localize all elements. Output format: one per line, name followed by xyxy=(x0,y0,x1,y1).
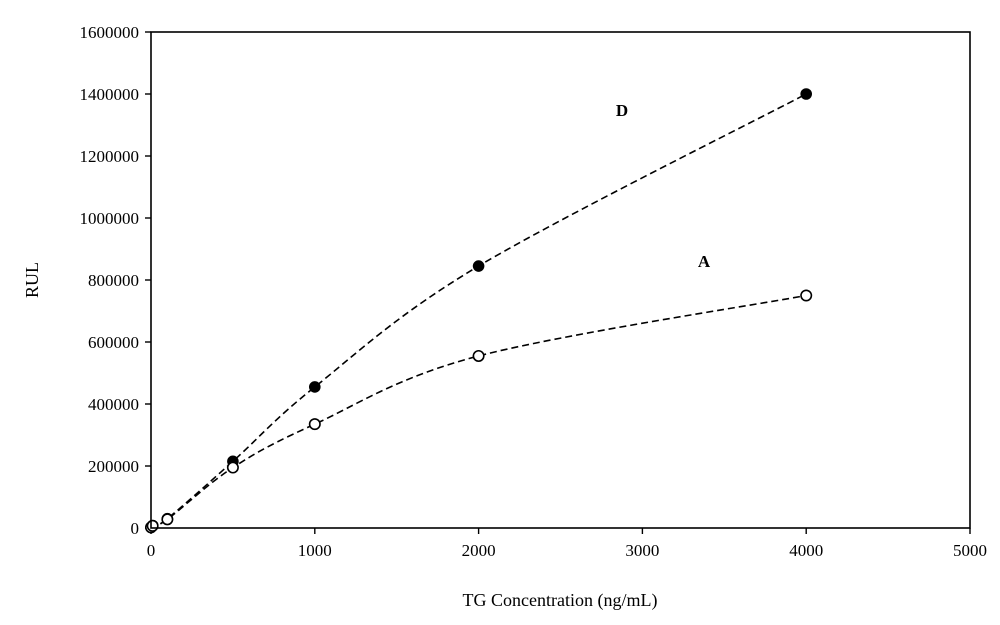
series-d-point xyxy=(308,381,321,393)
x-tick-label: 1000 xyxy=(298,541,332,560)
y-tick-label: 200000 xyxy=(88,457,139,476)
annotation-d: D xyxy=(616,101,628,120)
y-tick-label: 600000 xyxy=(88,333,139,352)
marker-layer xyxy=(145,88,813,534)
y-tick-label: 1000000 xyxy=(80,209,140,228)
y-axis-ticks: 0 200000 400000 600000 800000 1000000 1200000 1… xyxy=(80,23,151,538)
y-tick-label: 800000 xyxy=(88,271,139,290)
x-tick-label: 2000 xyxy=(462,541,496,560)
y-tick-label: 400000 xyxy=(88,395,139,414)
y-axis-label: RUL xyxy=(22,262,42,298)
series-a-line xyxy=(150,294,807,529)
y-tick-label: 1600000 xyxy=(80,23,140,42)
x-axis-ticks: 0 1000 2000 3000 4000 5000 xyxy=(147,528,987,560)
x-tick-label: 3000 xyxy=(625,541,659,560)
series-a-point xyxy=(800,289,813,302)
plot-frame xyxy=(150,31,971,529)
x-tick-label: 4000 xyxy=(789,541,823,560)
x-axis-label: TG Concentration (ng/mL) xyxy=(463,590,658,611)
y-tick-label: 0 xyxy=(131,519,140,538)
x-tick-label: 0 xyxy=(147,541,156,560)
annotation-a: A xyxy=(698,252,711,271)
series-a-point xyxy=(308,418,321,431)
x-tick-label: 5000 xyxy=(953,541,987,560)
series-d-point xyxy=(472,260,485,272)
series-layer xyxy=(150,93,807,529)
y-tick-label: 1200000 xyxy=(80,147,140,166)
series-a-point xyxy=(226,461,239,474)
series-d-point xyxy=(800,88,813,100)
series-a-point xyxy=(472,349,485,362)
series-d-line xyxy=(150,93,807,529)
y-tick-label: 1400000 xyxy=(80,85,140,104)
series-a-point xyxy=(161,513,174,526)
series-a-point xyxy=(146,519,159,532)
